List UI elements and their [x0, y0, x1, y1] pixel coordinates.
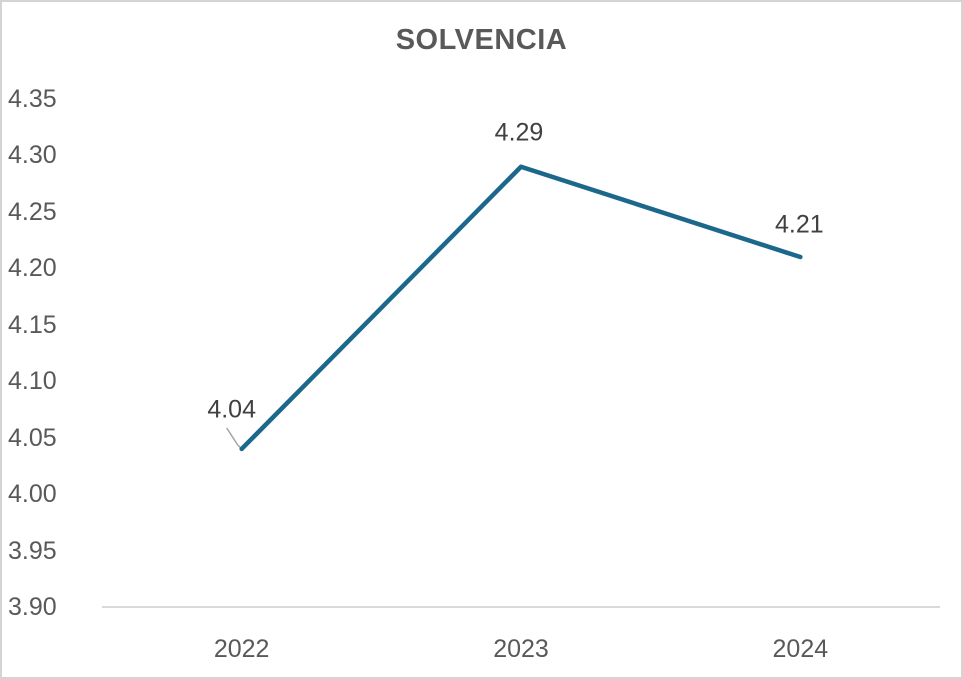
- y-axis-tick-label: 3.95: [8, 536, 57, 565]
- y-axis-tick-label: 4.00: [8, 480, 57, 509]
- y-axis-tick-label: 4.15: [8, 310, 57, 339]
- data-label-leader-line: [226, 427, 242, 449]
- y-axis-tick-label: 4.35: [8, 85, 57, 113]
- y-axis-tick-label: 4.25: [8, 197, 57, 226]
- chart-title: SOLVENCIA: [395, 24, 568, 56]
- x-axis-category-label: 2024: [772, 635, 829, 663]
- x-axis-category-label: 2023: [493, 635, 549, 663]
- y-axis-tick-label: 4.20: [8, 254, 57, 283]
- y-axis-tick-label: 4.05: [8, 423, 57, 452]
- y-axis-tick-label: 4.10: [8, 367, 57, 396]
- series-line: [239, 164, 803, 452]
- y-axis-tick-label: 4.30: [8, 141, 57, 170]
- x-axis-category-label: 2022: [213, 635, 270, 663]
- data-point-label: 4.04: [207, 395, 256, 424]
- data-point-label: 4.29: [494, 118, 544, 147]
- data-point-label: 4.21: [774, 210, 824, 239]
- y-axis-tick-label: 3.90: [8, 593, 57, 621]
